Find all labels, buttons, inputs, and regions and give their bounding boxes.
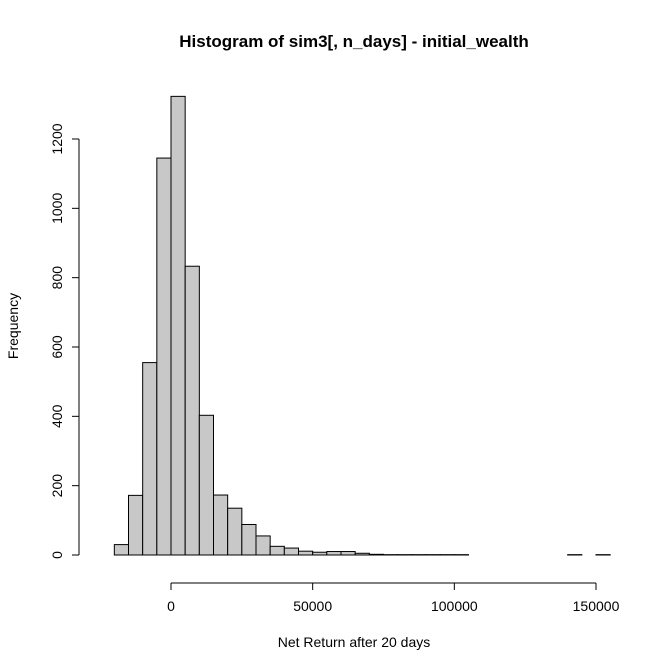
histogram-bar (170, 95, 186, 556)
y-axis-label: Frequency (5, 293, 21, 359)
histogram-bar (312, 551, 328, 556)
y-tick-label: 600 (49, 335, 65, 359)
chart-title: Histogram of sim3[, n_days] - initial_we… (179, 32, 529, 51)
y-tick-label: 800 (49, 266, 65, 290)
histogram-bar (213, 494, 229, 556)
x-axis-label: Net Return after 20 days (278, 634, 431, 650)
histogram-bar (198, 414, 215, 556)
histogram-bar (156, 157, 172, 556)
histogram-bar (227, 507, 243, 556)
y-tick-label: 200 (49, 474, 65, 498)
x-tick-label: 0 (167, 598, 175, 614)
y-tick-label: 1000 (49, 193, 65, 224)
y-axis: 0 200 400 600 800 1000 1200 (49, 123, 80, 559)
y-tick-label: 1200 (49, 123, 65, 154)
histogram-bar (142, 362, 158, 556)
x-axis: 0 50000 100000 150000 (167, 582, 620, 614)
histogram-bar (241, 523, 257, 556)
histogram-bar (184, 265, 200, 556)
histogram-bar (255, 535, 271, 556)
x-tick-label: 100000 (431, 598, 478, 614)
histogram-bar (298, 550, 314, 556)
y-tick-label: 400 (49, 404, 65, 428)
x-tick-label: 150000 (573, 598, 620, 614)
histogram-bar (354, 552, 370, 556)
histogram-bar (269, 545, 285, 556)
histogram-bar (340, 551, 356, 556)
x-tick-label: 50000 (293, 598, 332, 614)
histogram-bar (283, 547, 299, 556)
y-tick-label: 0 (49, 551, 65, 559)
histogram-bar (128, 494, 144, 556)
histogram-bars (113, 95, 611, 556)
histogram-bar (113, 544, 130, 556)
histogram-bar (326, 551, 342, 556)
histogram-bar (368, 553, 384, 556)
